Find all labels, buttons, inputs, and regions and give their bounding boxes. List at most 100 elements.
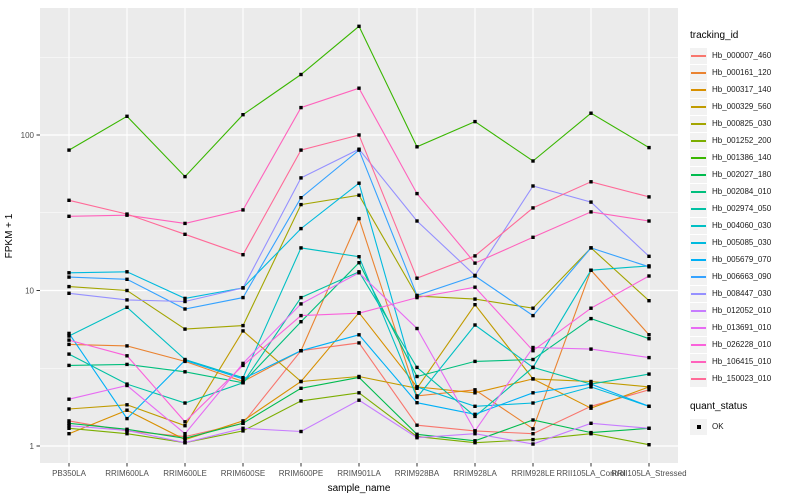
data-point-Hb_012052_010 <box>589 421 593 425</box>
legend-label: Hb_000317_140 <box>712 85 772 94</box>
data-point-Hb_005679_070 <box>357 333 361 337</box>
data-point-Hb_002084_010 <box>647 337 651 341</box>
data-point-Hb_026228_010 <box>647 274 651 278</box>
data-point-Hb_005085_030 <box>125 270 129 274</box>
legend-item: Hb_006663_090 <box>684 268 800 285</box>
data-point-Hb_150023_010 <box>125 212 129 216</box>
legend-color-line-icon <box>691 224 706 227</box>
data-point-Hb_002084_010 <box>299 320 303 324</box>
data-point-Hb_006663_090 <box>125 277 129 281</box>
legend-key-box <box>690 234 707 251</box>
data-point-Hb_000825_030 <box>357 193 361 197</box>
data-point-Hb_005085_030 <box>299 226 303 231</box>
data-point-Hb_013691_010 <box>241 361 245 366</box>
legend-label: Hb_005085_030 <box>712 238 772 247</box>
data-point-Hb_002027_180 <box>415 432 419 436</box>
data-point-Hb_000825_030 <box>531 306 535 310</box>
data-point-Hb_001252_200 <box>357 391 361 395</box>
legend-key-box <box>690 149 707 166</box>
data-point-Hb_150023_010 <box>647 195 651 199</box>
data-point-Hb_000161_120 <box>473 388 477 392</box>
data-point-Hb_008447_030 <box>67 291 71 295</box>
data-point-Hb_026228_010 <box>531 349 535 353</box>
data-point-Hb_013691_010 <box>125 383 129 388</box>
data-point-Hb_005679_070 <box>647 404 651 408</box>
legend-item: Hb_000007_460 <box>684 47 800 64</box>
legend-key-box <box>690 47 707 64</box>
data-point-Hb_000007_460 <box>531 432 535 436</box>
data-point-Hb_000007_460 <box>589 404 593 408</box>
legend-item: Hb_000161_120 <box>684 64 800 81</box>
data-point-Hb_000317_140 <box>589 406 593 410</box>
data-point-Hb_005085_030 <box>415 385 419 389</box>
legend-key-box <box>690 336 707 353</box>
data-point-Hb_002084_010 <box>125 362 129 367</box>
data-point-Hb_001252_200 <box>125 432 129 436</box>
legend-item: Hb_000317_140 <box>684 81 800 98</box>
data-point-Hb_000161_120 <box>531 427 535 431</box>
data-point-Hb_150023_010 <box>357 133 361 137</box>
data-point-Hb_012052_010 <box>473 432 477 436</box>
data-point-Hb_001386_140 <box>647 145 651 150</box>
data-point-Hb_106415_010 <box>647 219 651 223</box>
data-point-Hb_000329_560 <box>473 303 477 307</box>
data-point-Hb_002084_010 <box>357 261 361 265</box>
data-point-Hb_004060_030 <box>531 365 535 370</box>
data-point-Hb_013691_010 <box>183 432 187 436</box>
legend-color-line-icon <box>691 292 706 295</box>
legend-item: Hb_001386_140 <box>684 149 800 166</box>
legend-item-list: Hb_000007_460 Hb_000161_120 Hb_000317_140 H… <box>684 47 800 387</box>
data-point-Hb_004060_030 <box>473 323 477 327</box>
data-point-Hb_002974_050 <box>299 295 303 300</box>
legend-color-line-icon <box>691 326 706 329</box>
legend-color-line-icon <box>691 360 706 363</box>
legend-item: Hb_000825_030 <box>684 115 800 132</box>
legend-label: Hb_002027_180 <box>712 170 772 179</box>
data-point-Hb_008447_030 <box>415 219 419 223</box>
data-point-Hb_006663_090 <box>531 313 535 318</box>
legend-key-box <box>690 302 707 319</box>
x-tick-label: RRIM928LA <box>453 469 497 478</box>
quant-status-legend: quant_status OK <box>684 401 800 435</box>
data-point-Hb_005679_070 <box>473 412 477 416</box>
data-point-Hb_005679_070 <box>531 391 535 395</box>
legend-color-line-icon <box>691 309 706 312</box>
data-point-Hb_026228_010 <box>241 363 245 368</box>
data-point-Hb_000317_140 <box>125 408 129 412</box>
data-point-Hb_000007_460 <box>357 341 361 345</box>
data-point-Hb_005085_030 <box>67 271 71 275</box>
data-point-Hb_002027_180 <box>357 375 361 380</box>
data-point-Hb_106415_010 <box>299 105 303 110</box>
data-point-Hb_026228_010 <box>415 295 419 300</box>
data-point-Hb_150023_010 <box>183 232 187 236</box>
legend-label: Hb_013691_010 <box>712 323 772 332</box>
data-point-Hb_001252_200 <box>241 429 245 433</box>
data-point-Hb_005679_070 <box>299 349 303 353</box>
legend-item: Hb_000329_560 <box>684 98 800 115</box>
data-point-Hb_013691_010 <box>647 355 651 360</box>
x-tick-label: RRIM600SE <box>221 469 265 478</box>
data-point-Hb_002974_050 <box>241 381 245 385</box>
data-point-Hb_000007_460 <box>647 388 651 392</box>
data-point-Hb_000329_560 <box>67 407 71 411</box>
legend-color-line-icon <box>691 54 706 57</box>
black-square-marker-icon <box>696 424 701 429</box>
y-tick-label: 100 <box>21 131 35 140</box>
legend-key-box <box>690 132 707 149</box>
data-point-Hb_000329_560 <box>589 379 593 384</box>
legend-label: Hb_002974_050 <box>712 204 772 213</box>
legend-key-box <box>690 285 707 302</box>
legend-key-box <box>690 251 707 268</box>
legend-color-line-icon <box>691 377 706 380</box>
legend-color-line-icon <box>691 71 706 74</box>
data-point-Hb_150023_010 <box>241 253 245 257</box>
x-tick-label: RRIM600LA <box>105 469 149 478</box>
data-point-Hb_150023_010 <box>67 198 71 202</box>
legend-color-line-icon <box>691 343 706 346</box>
legend-label: Hb_002084_010 <box>712 187 772 196</box>
data-point-Hb_002084_010 <box>531 357 535 362</box>
data-point-Hb_000329_560 <box>647 385 651 389</box>
data-point-Hb_002084_010 <box>415 374 419 379</box>
data-point-Hb_026228_010 <box>183 420 187 424</box>
data-point-Hb_001386_140 <box>473 119 477 124</box>
